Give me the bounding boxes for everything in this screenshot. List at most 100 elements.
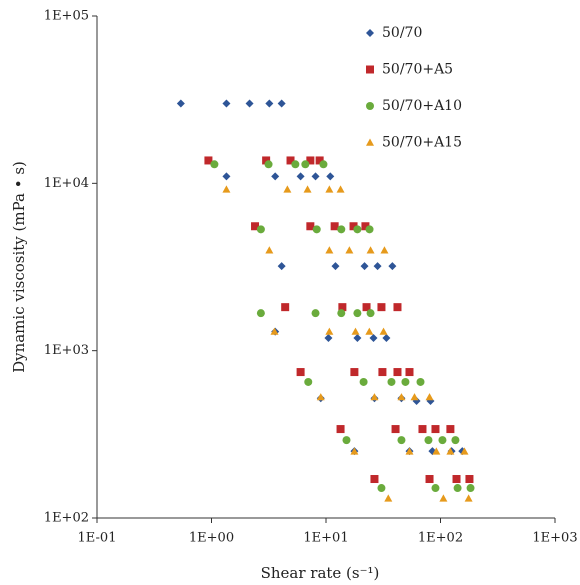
point	[336, 425, 345, 434]
x-tick-label: 1E+03	[532, 531, 577, 546]
point	[382, 334, 391, 343]
point	[416, 377, 425, 386]
point	[325, 185, 334, 193]
point	[397, 436, 406, 445]
point	[359, 377, 368, 386]
point	[446, 425, 455, 434]
point	[425, 393, 434, 401]
point	[271, 172, 280, 181]
point	[176, 99, 185, 108]
point	[446, 447, 455, 455]
y-tick-label: 1E+03	[44, 343, 89, 358]
point	[452, 475, 461, 484]
point	[325, 327, 334, 335]
legend-label: 50/70+A15	[382, 135, 462, 151]
y-tick-label: 1E+04	[44, 176, 89, 191]
legend-marker	[366, 102, 374, 110]
point	[405, 447, 414, 455]
point	[465, 475, 474, 484]
point	[432, 447, 441, 455]
legend-label: 50/70	[382, 25, 422, 41]
point	[388, 262, 397, 271]
point	[387, 377, 396, 386]
point	[311, 172, 320, 181]
point	[350, 368, 359, 377]
x-tick-label: 1E+02	[418, 531, 463, 546]
point	[264, 160, 273, 169]
y-tick-label: 1E+02	[44, 511, 89, 526]
point	[296, 172, 305, 181]
point	[366, 246, 375, 254]
point	[316, 393, 325, 401]
point	[393, 368, 402, 377]
point	[379, 327, 388, 335]
point	[370, 393, 379, 401]
point	[439, 494, 448, 502]
point	[424, 436, 433, 445]
point	[265, 99, 274, 108]
point	[311, 309, 320, 318]
point	[291, 160, 300, 169]
point	[353, 309, 362, 318]
point	[393, 303, 402, 312]
point	[304, 377, 313, 386]
point	[326, 172, 335, 181]
point	[391, 425, 400, 434]
point	[331, 262, 340, 271]
point	[438, 436, 447, 445]
point	[431, 425, 440, 434]
point	[330, 222, 339, 231]
point	[312, 225, 321, 234]
point	[256, 225, 265, 234]
point	[360, 262, 369, 271]
point	[466, 484, 475, 493]
point	[351, 327, 360, 335]
y-axis-label: Dynamic viscosity (mPa • s)	[10, 161, 28, 373]
point	[361, 222, 370, 231]
point	[353, 334, 362, 343]
point	[397, 393, 406, 401]
point	[222, 172, 231, 181]
point	[384, 494, 393, 502]
point	[349, 222, 358, 231]
point	[270, 327, 279, 335]
point	[353, 225, 362, 234]
point	[350, 447, 359, 455]
point	[222, 99, 231, 108]
point	[425, 475, 434, 484]
point	[338, 303, 347, 312]
point	[265, 246, 274, 254]
point	[204, 156, 213, 165]
legend-label: 50/70+A5	[382, 62, 453, 78]
x-tick-label: 1E+00	[189, 531, 234, 546]
point	[277, 262, 286, 271]
point	[336, 185, 345, 193]
point	[370, 475, 379, 484]
point	[306, 156, 315, 165]
point	[410, 393, 419, 401]
point	[366, 309, 375, 318]
legend-marker	[366, 138, 374, 146]
point	[277, 99, 286, 108]
point	[256, 309, 265, 318]
point	[378, 368, 387, 377]
point	[222, 185, 231, 193]
point	[365, 225, 374, 234]
point	[345, 246, 354, 254]
x-tick-label: 1E+01	[303, 531, 348, 546]
point	[464, 494, 473, 502]
point	[401, 377, 410, 386]
point	[431, 484, 440, 493]
point	[251, 222, 260, 231]
point	[286, 156, 295, 165]
point	[319, 160, 328, 169]
point	[418, 425, 427, 434]
point	[210, 160, 219, 169]
point	[281, 303, 290, 312]
point	[373, 262, 382, 271]
point	[369, 334, 378, 343]
point	[262, 156, 271, 165]
point	[377, 484, 386, 493]
point	[342, 436, 351, 445]
x-axis-label: Shear rate (s⁻¹)	[261, 564, 380, 582]
